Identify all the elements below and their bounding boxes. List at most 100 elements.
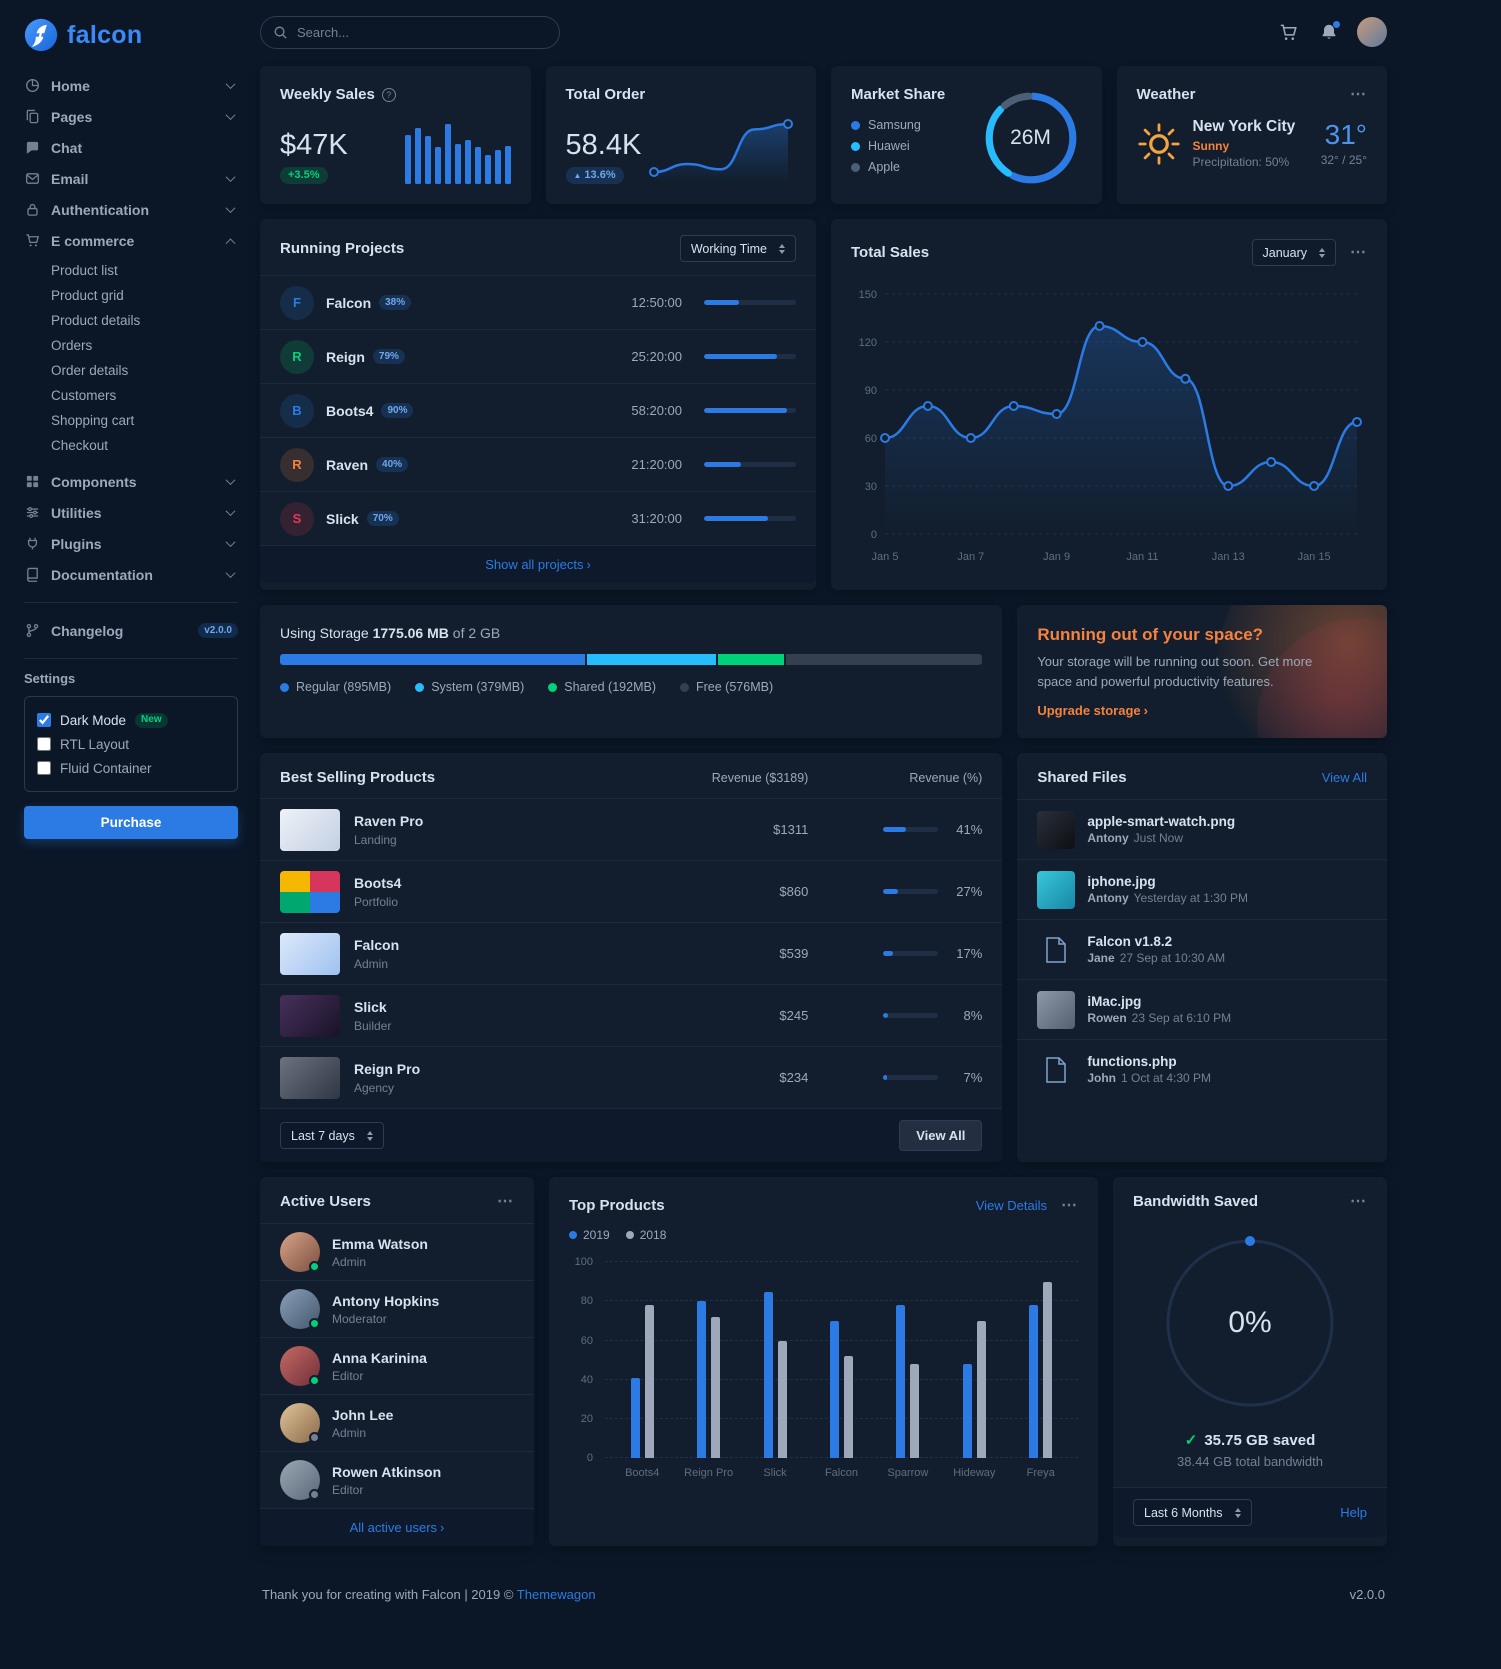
view-all-button[interactable]: View All xyxy=(899,1120,983,1152)
legend-dot xyxy=(415,682,425,692)
project-progress-bar xyxy=(704,462,796,467)
check-icon: ✓ xyxy=(1184,1432,1198,1450)
project-row[interactable]: S Slick 70% 31:20:00 xyxy=(260,491,816,545)
months-range-select[interactable]: Last 6 Months xyxy=(1133,1499,1252,1527)
legend-item: Samsung xyxy=(851,118,921,132)
footer-version: v2.0.0 xyxy=(1349,1587,1385,1603)
project-row[interactable]: R Reign 79% 25:20:00 xyxy=(260,329,816,383)
project-row[interactable]: F Falcon 38% 12:50:00 xyxy=(260,275,816,329)
sidebar-item-changelog[interactable]: Changelog v2.0.0 xyxy=(24,615,238,646)
svg-text:Jan 7: Jan 7 xyxy=(957,551,984,563)
legend-item-2018[interactable]: 2018 xyxy=(625,1228,666,1242)
file-thumbnail xyxy=(1037,870,1076,909)
sidebar-item-chat[interactable]: Chat xyxy=(24,132,238,163)
all-active-users-link[interactable]: All active users › xyxy=(349,1520,445,1536)
notifications-button[interactable] xyxy=(1317,20,1341,44)
sidebar-item-customers[interactable]: Customers xyxy=(51,388,117,403)
product-row[interactable]: Falcon Admin $539 17% xyxy=(260,922,1003,984)
user-row[interactable]: Emma Watson Admin xyxy=(260,1223,534,1280)
sidebar-item-product-list[interactable]: Product list xyxy=(51,263,118,278)
file-row[interactable]: iMac.jpg Rowen 23 Sep at 6:10 PM xyxy=(1017,979,1387,1039)
search-input[interactable] xyxy=(260,15,560,49)
market-share-card: Market Share Samsung Huawei Apple 26M xyxy=(831,66,1102,204)
help-link[interactable]: Help xyxy=(1340,1505,1367,1521)
sidebar-item-product-grid[interactable]: Product grid xyxy=(51,288,124,303)
storage-row: Using Storage 1775.06 MB of 2 GB Regular… xyxy=(260,605,1387,739)
user-row[interactable]: Rowen Atkinson Editor xyxy=(260,1451,534,1508)
user-avatar[interactable] xyxy=(1357,17,1387,47)
sidebar-item-product-details[interactable]: Product details xyxy=(51,313,141,328)
themewagon-link[interactable]: Themewagon xyxy=(516,1587,596,1603)
sidebar-item-email[interactable]: Email xyxy=(24,163,238,194)
svg-text:Jan 11: Jan 11 xyxy=(1126,551,1158,563)
bandwidth-menu-button[interactable]: ⋯ xyxy=(1350,1192,1367,1210)
sidebar-item-authentication[interactable]: Authentication xyxy=(24,194,238,225)
cart-button[interactable] xyxy=(1276,20,1301,45)
show-all-projects-link[interactable]: Show all projects › xyxy=(485,557,591,572)
project-row[interactable]: R Raven 40% 21:20:00 xyxy=(260,437,816,491)
sidebar-item-orders[interactable]: Orders xyxy=(51,338,93,353)
total-order-chart xyxy=(649,119,793,182)
product-row[interactable]: Slick Builder $245 8% xyxy=(260,984,1003,1046)
user-row[interactable]: Antony Hopkins Moderator xyxy=(260,1280,534,1337)
purchase-button[interactable]: Purchase xyxy=(24,806,238,839)
sidebar-item-plugins[interactable]: Plugins xyxy=(24,528,238,559)
product-percent: 17% xyxy=(956,946,983,962)
top-products-menu-button[interactable]: ⋯ xyxy=(1061,1196,1078,1214)
help-icon[interactable]: ? xyxy=(381,87,396,102)
version-badge: v2.0.0 xyxy=(198,623,238,638)
weather-menu-button[interactable]: ⋯ xyxy=(1350,85,1367,103)
user-row[interactable]: Anna Karinina Editor xyxy=(260,1337,534,1394)
product-row[interactable]: Boots4 Portfolio $860 27% xyxy=(260,860,1003,922)
sidebar-nav: Home Pages Chat Email Authentication xyxy=(24,70,238,646)
sidebar-item-pages[interactable]: Pages xyxy=(24,101,238,132)
user-row[interactable]: John Lee Admin xyxy=(260,1394,534,1451)
project-avatar: B xyxy=(280,393,314,428)
settings-heading: Settings xyxy=(24,671,76,686)
svg-text:30: 30 xyxy=(865,481,877,493)
product-row[interactable]: Reign Pro Agency $234 7% xyxy=(260,1046,1003,1108)
file-row[interactable]: apple-smart-watch.png Antony Just Now xyxy=(1017,799,1387,859)
date-range-select[interactable]: Last 7 days xyxy=(280,1122,384,1150)
file-thumbnail xyxy=(1037,810,1076,849)
sidebar-item-ecommerce[interactable]: E commerce xyxy=(24,225,238,256)
sidebar-item-shopping-cart[interactable]: Shopping cart xyxy=(51,413,135,428)
dark-mode-toggle[interactable]: Dark Mode New xyxy=(37,708,225,732)
sidebar-item-components[interactable]: Components xyxy=(24,466,238,497)
sidebar-item-utilities[interactable]: Utilities xyxy=(24,497,238,528)
active-users-menu-button[interactable]: ⋯ xyxy=(497,1192,514,1210)
month-select[interactable]: January xyxy=(1251,239,1336,266)
sidebar-item-order-details[interactable]: Order details xyxy=(51,363,129,378)
pages-icon xyxy=(24,109,40,125)
total-sales-menu-button[interactable]: ⋯ xyxy=(1350,243,1367,261)
caret-up-icon: ▲ xyxy=(573,170,582,180)
weekly-sales-value: $47K xyxy=(280,129,348,161)
product-revenue: $860 xyxy=(779,884,809,900)
rtl-layout-toggle[interactable]: RTL Layout xyxy=(37,732,225,756)
fluid-checkbox[interactable] xyxy=(37,761,51,775)
sidebar-item-home[interactable]: Home xyxy=(24,70,238,101)
legend-item-2019[interactable]: 2019 xyxy=(569,1228,610,1242)
sidebar-item-checkout[interactable]: Checkout xyxy=(51,438,109,453)
file-row[interactable]: iphone.jpg Antony Yesterday at 1:30 PM xyxy=(1017,859,1387,919)
file-row[interactable]: functions.php John 1 Oct at 4:30 PM xyxy=(1017,1039,1387,1099)
total-order-value: 58.4K xyxy=(565,129,642,161)
project-progress-badge: 79% xyxy=(372,349,405,364)
view-details-link[interactable]: View Details xyxy=(975,1198,1047,1214)
working-time-select[interactable]: Working Time xyxy=(679,235,796,262)
dark-mode-checkbox[interactable] xyxy=(37,713,51,727)
total-sales-title: Total Sales xyxy=(851,244,930,261)
weather-city: New York City xyxy=(1192,118,1296,135)
file-row[interactable]: Falcon v1.8.2 Jane 27 Sep at 10:30 AM xyxy=(1017,919,1387,979)
view-all-files-link[interactable]: View All xyxy=(1321,770,1367,786)
bottom-row: Active Users ⋯ Emma Watson Admin Antony H… xyxy=(260,1177,1387,1547)
upgrade-storage-link[interactable]: Upgrade storage › xyxy=(1037,703,1148,719)
sidebar-item-documentation[interactable]: Documentation xyxy=(24,559,238,590)
fluid-container-toggle[interactable]: Fluid Container xyxy=(37,756,225,780)
project-row[interactable]: B Boots4 90% 58:20:00 xyxy=(260,383,816,437)
file-icon xyxy=(1037,1051,1075,1089)
rtl-checkbox[interactable] xyxy=(37,737,51,751)
falcon-logo[interactable]: falcon xyxy=(24,14,238,70)
page: falcon Home Pages Chat Email xyxy=(0,0,1501,1632)
product-row[interactable]: Raven Pro Landing $1311 41% xyxy=(260,798,1003,860)
